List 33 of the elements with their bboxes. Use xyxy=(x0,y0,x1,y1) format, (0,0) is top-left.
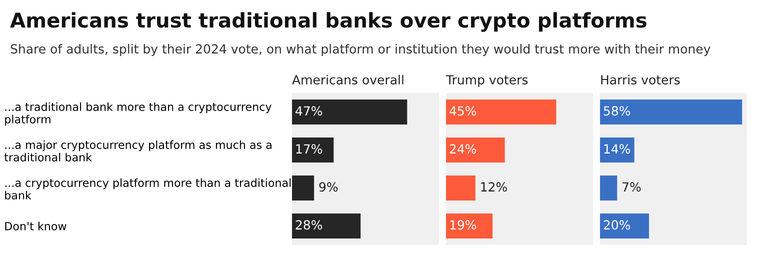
bar xyxy=(292,137,334,163)
data-label: 12% xyxy=(481,182,507,192)
bar xyxy=(446,137,505,163)
data-label: 20% xyxy=(604,220,630,230)
data-label: 47% xyxy=(296,106,322,116)
data-label: 19% xyxy=(450,220,476,230)
bar xyxy=(446,175,476,201)
chart-subtitle: Share of adults, split by their 2024 vote, on what platform or institution they would trust more with their money xyxy=(10,44,710,56)
y-tick-label: ...a cryptocurrency platform more than a traditional bank xyxy=(5,178,291,200)
bar xyxy=(600,213,649,239)
data-label: 14% xyxy=(604,144,630,154)
data-label: 7% xyxy=(622,182,641,192)
bar xyxy=(600,175,618,201)
bar xyxy=(446,213,493,239)
bar xyxy=(600,137,634,163)
data-label: 45% xyxy=(450,106,476,116)
bar xyxy=(600,99,742,125)
legend-title: Americans overall xyxy=(292,74,404,84)
legend-title: Harris voters xyxy=(601,74,680,84)
bar xyxy=(292,99,408,125)
chart-title: Americans trust traditional banks over crypto platforms xyxy=(10,12,646,32)
y-tick-label: Don't know xyxy=(5,222,66,230)
bar xyxy=(292,213,361,239)
data-label: 28% xyxy=(296,220,322,230)
data-label: 58% xyxy=(604,106,630,116)
y-tick-label: ...a traditional bank more than a cryptocurrency platform xyxy=(5,102,272,126)
legend-title: Trump voters xyxy=(446,75,528,87)
data-label: 17% xyxy=(296,144,322,154)
y-tick-label: ...a major cryptocurrency platform as much as a traditional bank xyxy=(4,140,272,162)
data-label: 9% xyxy=(319,182,338,192)
data-label: 24% xyxy=(450,144,476,154)
bar xyxy=(292,175,314,201)
bar xyxy=(446,99,556,125)
